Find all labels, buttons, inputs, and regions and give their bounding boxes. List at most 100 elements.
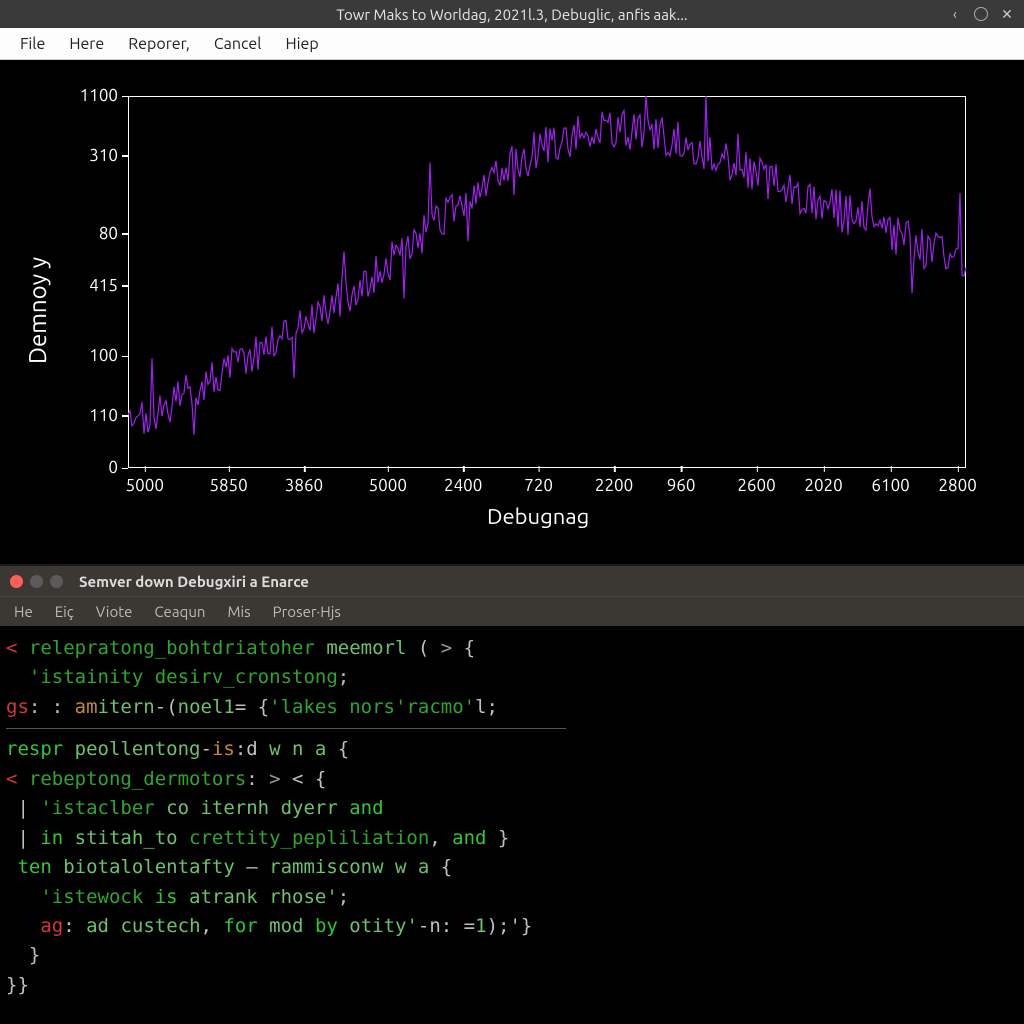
chart-window: Towr Maks to Worldag, 2021l.3, Debuglic,…	[0, 0, 1024, 566]
code-token: w a	[395, 856, 429, 878]
code-token	[6, 886, 40, 908]
code-token: >	[441, 637, 452, 659]
code-token: biotalolentafty	[63, 856, 235, 878]
code-token: {	[429, 856, 452, 878]
code-token: –	[235, 856, 269, 878]
code-separator	[6, 728, 566, 729]
code-token: by	[315, 915, 349, 937]
code-token: |	[6, 827, 40, 849]
code-token: am	[75, 696, 98, 718]
code-token: -n: =	[418, 915, 475, 937]
code-token: }}	[6, 974, 29, 996]
code-token: atrank	[189, 886, 269, 908]
titlebar-controls: ‹ ✕	[946, 5, 1016, 23]
code-token: ag	[40, 915, 63, 937]
code-token: and	[349, 797, 383, 819]
code-token: ,	[429, 827, 452, 849]
code-token: mod	[269, 915, 315, 937]
share-icon[interactable]: ‹	[946, 5, 964, 23]
code-token: {	[326, 738, 349, 760]
code-menu-1[interactable]: Eiç	[45, 600, 84, 623]
code-token: l;	[475, 696, 498, 718]
traffic-max-icon[interactable]	[50, 575, 63, 588]
code-token: >	[269, 768, 280, 790]
menu-file[interactable]: File	[10, 31, 55, 57]
code-menu-0[interactable]: He	[4, 600, 43, 623]
code-line: | 'istaclber co iternh dyerr and	[6, 794, 1016, 823]
code-line: ag: ad custech, for mod by otity'-n: =1)…	[6, 912, 1016, 941]
code-token: ten	[17, 856, 63, 878]
code-token: <	[6, 637, 29, 659]
menu-hiep[interactable]: Hiep	[275, 31, 328, 57]
code-token: -(	[155, 696, 178, 718]
menu-cancel[interactable]: Cancel	[204, 31, 272, 57]
code-token: for	[223, 915, 269, 937]
chart-window-title: Towr Maks to Worldag, 2021l.3, Debuglic,…	[336, 6, 687, 23]
code-token: dyerr	[281, 797, 350, 819]
code-token	[315, 637, 326, 659]
code-token: relepratong_bohtdriatoher	[29, 637, 315, 659]
code-token: ;	[338, 886, 349, 908]
code-token: ;	[338, 666, 349, 688]
maximize-icon[interactable]	[974, 7, 988, 21]
traffic-min-icon[interactable]	[30, 575, 43, 588]
code-token: rhose'	[269, 886, 338, 908]
code-line: }	[6, 941, 1016, 970]
code-token: itern	[98, 696, 155, 718]
code-menubar: He Eiç Viote Ceaqun Mis Proser·Hjs	[0, 596, 1024, 626]
code-token: crettity_pepliliation	[189, 827, 429, 849]
code-token: :d	[235, 738, 269, 760]
code-token: and	[452, 827, 486, 849]
code-line: | in stitah_to crettity_pepliliation, an…	[6, 824, 1016, 853]
series-line	[128, 96, 966, 435]
code-window: Semver down Debugxiri a Enarce He Eiç Vi…	[0, 566, 1024, 1024]
code-token: 'istewock	[40, 886, 154, 908]
code-window-title: Semver down Debugxiri a Enarce	[79, 573, 309, 590]
code-token: is	[212, 738, 235, 760]
code-token: 1	[475, 915, 486, 937]
code-token: noel1	[178, 696, 235, 718]
menu-reporer[interactable]: Reporer,	[118, 31, 200, 57]
code-token: meemorl	[326, 637, 406, 659]
code-line: 'istainity desirv_cronstong;	[6, 663, 1016, 692]
code-token: peollentong	[75, 738, 201, 760]
code-token: gs	[6, 696, 29, 718]
chart-menubar: File Here Reporer, Cancel Hiep	[0, 28, 1024, 60]
code-titlebar[interactable]: Semver down Debugxiri a Enarce	[0, 566, 1024, 596]
code-token: : :	[29, 696, 75, 718]
code-token: 'lakes nors'racmo'	[269, 696, 475, 718]
code-token	[6, 915, 40, 937]
code-token: is	[155, 886, 189, 908]
code-menu-4[interactable]: Mis	[217, 600, 260, 623]
code-line: ten biotalolentafty – rammisconw w a {	[6, 853, 1016, 882]
code-token: desirv_cronstong	[155, 666, 338, 688]
code-menu-5[interactable]: Proser·Hjs	[263, 600, 351, 623]
code-token: (	[406, 637, 440, 659]
code-line: < rebeptong_dermotors: > < {	[6, 765, 1016, 794]
code-token: 'istainity	[29, 666, 155, 688]
code-token: :	[63, 915, 86, 937]
code-token: }	[6, 944, 40, 966]
code-token: custech	[120, 915, 200, 937]
code-token: respr	[6, 738, 75, 760]
desktop: Towr Maks to Worldag, 2021l.3, Debuglic,…	[0, 0, 1024, 1024]
code-token: otity'	[349, 915, 418, 937]
code-token: co iternh	[166, 797, 280, 819]
code-token: w n a	[269, 738, 326, 760]
code-token: :	[246, 768, 269, 790]
code-menu-2[interactable]: Viote	[86, 600, 143, 623]
menu-here[interactable]: Here	[59, 31, 114, 57]
close-icon[interactable]: ✕	[998, 5, 1016, 23]
code-token: <	[6, 768, 29, 790]
code-token: 'istaclber	[40, 797, 166, 819]
chart-titlebar[interactable]: Towr Maks to Worldag, 2021l.3, Debuglic,…	[0, 0, 1024, 28]
code-token: }	[486, 827, 509, 849]
code-line: < relepratong_bohtdriatoher meemorl ( > …	[6, 634, 1016, 663]
code-token: ,	[201, 915, 224, 937]
code-body[interactable]: < relepratong_bohtdriatoher meemorl ( > …	[0, 626, 1024, 1024]
code-menu-3[interactable]: Ceaqun	[144, 600, 215, 623]
code-token: in	[40, 827, 74, 849]
traffic-close-icon[interactable]	[10, 575, 23, 588]
code-line: respr peollentong-is:d w n a {	[6, 735, 1016, 764]
code-line: 'istewock is atrank rhose';	[6, 883, 1016, 912]
